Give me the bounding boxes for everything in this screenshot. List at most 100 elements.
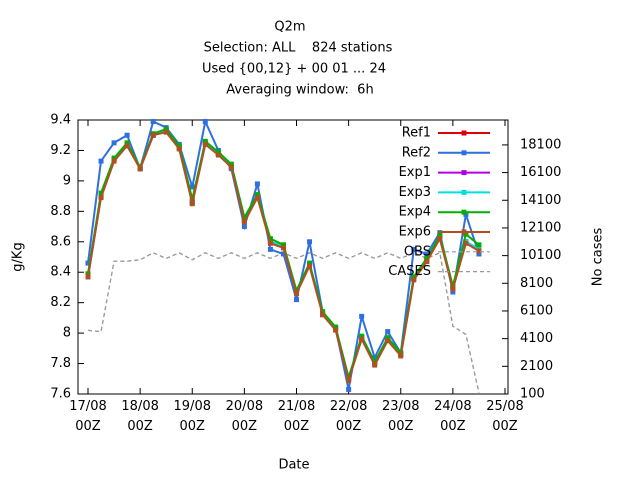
point-marker [359, 333, 365, 339]
legend-label: Exp3 [399, 185, 431, 200]
point-marker [476, 251, 482, 257]
point-marker [307, 260, 313, 266]
legend-marker [461, 229, 467, 235]
point-marker [98, 158, 104, 164]
y-tick-label: 8.6 [50, 234, 71, 249]
point-marker [254, 192, 260, 198]
point-marker [411, 277, 417, 283]
x-tick-label: 23/08 00Z [382, 399, 420, 434]
x-axis-label: Date [278, 458, 309, 473]
point-marker [111, 155, 117, 161]
legend-marker [461, 170, 467, 176]
point-marker [241, 214, 247, 220]
x-tick-label: 24/08 00Z [434, 399, 472, 434]
point-marker [241, 224, 247, 230]
legend-marker [461, 150, 467, 156]
point-marker [424, 256, 430, 262]
point-marker [228, 161, 234, 167]
point-marker [385, 338, 391, 344]
point-marker [333, 324, 339, 330]
y2-tick-label: 12100 [520, 220, 561, 235]
point-marker [85, 274, 91, 280]
point-marker [163, 129, 169, 135]
legend-label: Exp1 [399, 165, 431, 180]
point-marker [111, 140, 117, 146]
point-marker [241, 219, 247, 225]
point-marker [476, 248, 482, 254]
point-marker [163, 126, 169, 132]
point-marker [189, 201, 195, 207]
point-marker [111, 158, 117, 164]
y-tick-label: 7.6 [50, 387, 71, 402]
y-tick-label: 9.2 [50, 143, 71, 158]
point-marker [463, 240, 469, 246]
x-tick-label: 17/08 00Z [69, 399, 107, 434]
y-tick-label: 8.2 [50, 295, 71, 310]
title-line: Averaging window: 6h [226, 83, 373, 98]
point-marker [267, 246, 273, 252]
y2-tick-label: 14100 [520, 193, 561, 208]
y-axis-label: g/Kg [11, 242, 26, 271]
point-marker [333, 327, 339, 333]
y-tick-label: 8.4 [50, 265, 71, 280]
point-marker [176, 146, 182, 152]
legend-label: Exp4 [399, 205, 431, 220]
point-marker [124, 143, 130, 149]
point-marker [372, 354, 378, 360]
y2-tick-label: 10100 [520, 248, 561, 263]
point-marker [254, 181, 260, 187]
legend-marker [461, 209, 467, 215]
point-marker [372, 362, 378, 368]
title-line: Used {00,12} + 00 01 ... 24 [202, 62, 386, 77]
point-marker [124, 140, 130, 146]
point-marker [124, 132, 130, 138]
y2-axis-label: No cases [591, 228, 606, 287]
point-marker [202, 138, 208, 144]
y2-tick-label: 100 [520, 387, 545, 402]
point-marker [215, 149, 221, 155]
point-marker [267, 240, 273, 246]
y2-tick-label: 8100 [520, 276, 553, 291]
point-marker [450, 286, 456, 292]
point-marker [202, 141, 208, 147]
point-marker [150, 132, 156, 138]
point-marker [137, 166, 143, 172]
point-marker [294, 291, 299, 297]
y2-tick-label: 4100 [520, 331, 553, 346]
y2-tick-label: 2100 [520, 359, 553, 374]
point-marker [359, 313, 365, 319]
point-marker [189, 184, 195, 190]
legend-label: Ref1 [402, 126, 431, 141]
plot-frame [77, 119, 509, 395]
point-marker [476, 242, 482, 248]
point-marker [372, 359, 378, 365]
point-marker [267, 236, 273, 242]
point-marker [294, 297, 299, 303]
point-marker [411, 246, 417, 252]
point-marker [385, 329, 391, 335]
point-marker [346, 386, 352, 392]
point-marker [320, 312, 326, 318]
point-marker [189, 196, 195, 202]
point-marker [307, 263, 313, 269]
point-marker [85, 260, 91, 266]
point-marker [385, 335, 391, 341]
x-tick-label: 20/08 00Z [225, 399, 264, 434]
point-marker [424, 251, 430, 257]
point-marker [202, 119, 208, 125]
point-marker [411, 274, 417, 280]
point-marker [280, 251, 286, 257]
x-tick-label: 25/08 00Z [486, 399, 524, 434]
y-tick-label: 8.8 [50, 204, 71, 219]
y-tick-label: 7.8 [50, 356, 71, 371]
legend-label: Exp6 [399, 225, 431, 240]
legend-label: Ref2 [402, 145, 431, 160]
point-marker [98, 195, 104, 201]
y2-tick-label: 6100 [520, 303, 553, 318]
point-marker [437, 233, 443, 239]
legend-marker [461, 130, 467, 136]
point-marker [437, 236, 443, 242]
point-marker [359, 336, 365, 342]
